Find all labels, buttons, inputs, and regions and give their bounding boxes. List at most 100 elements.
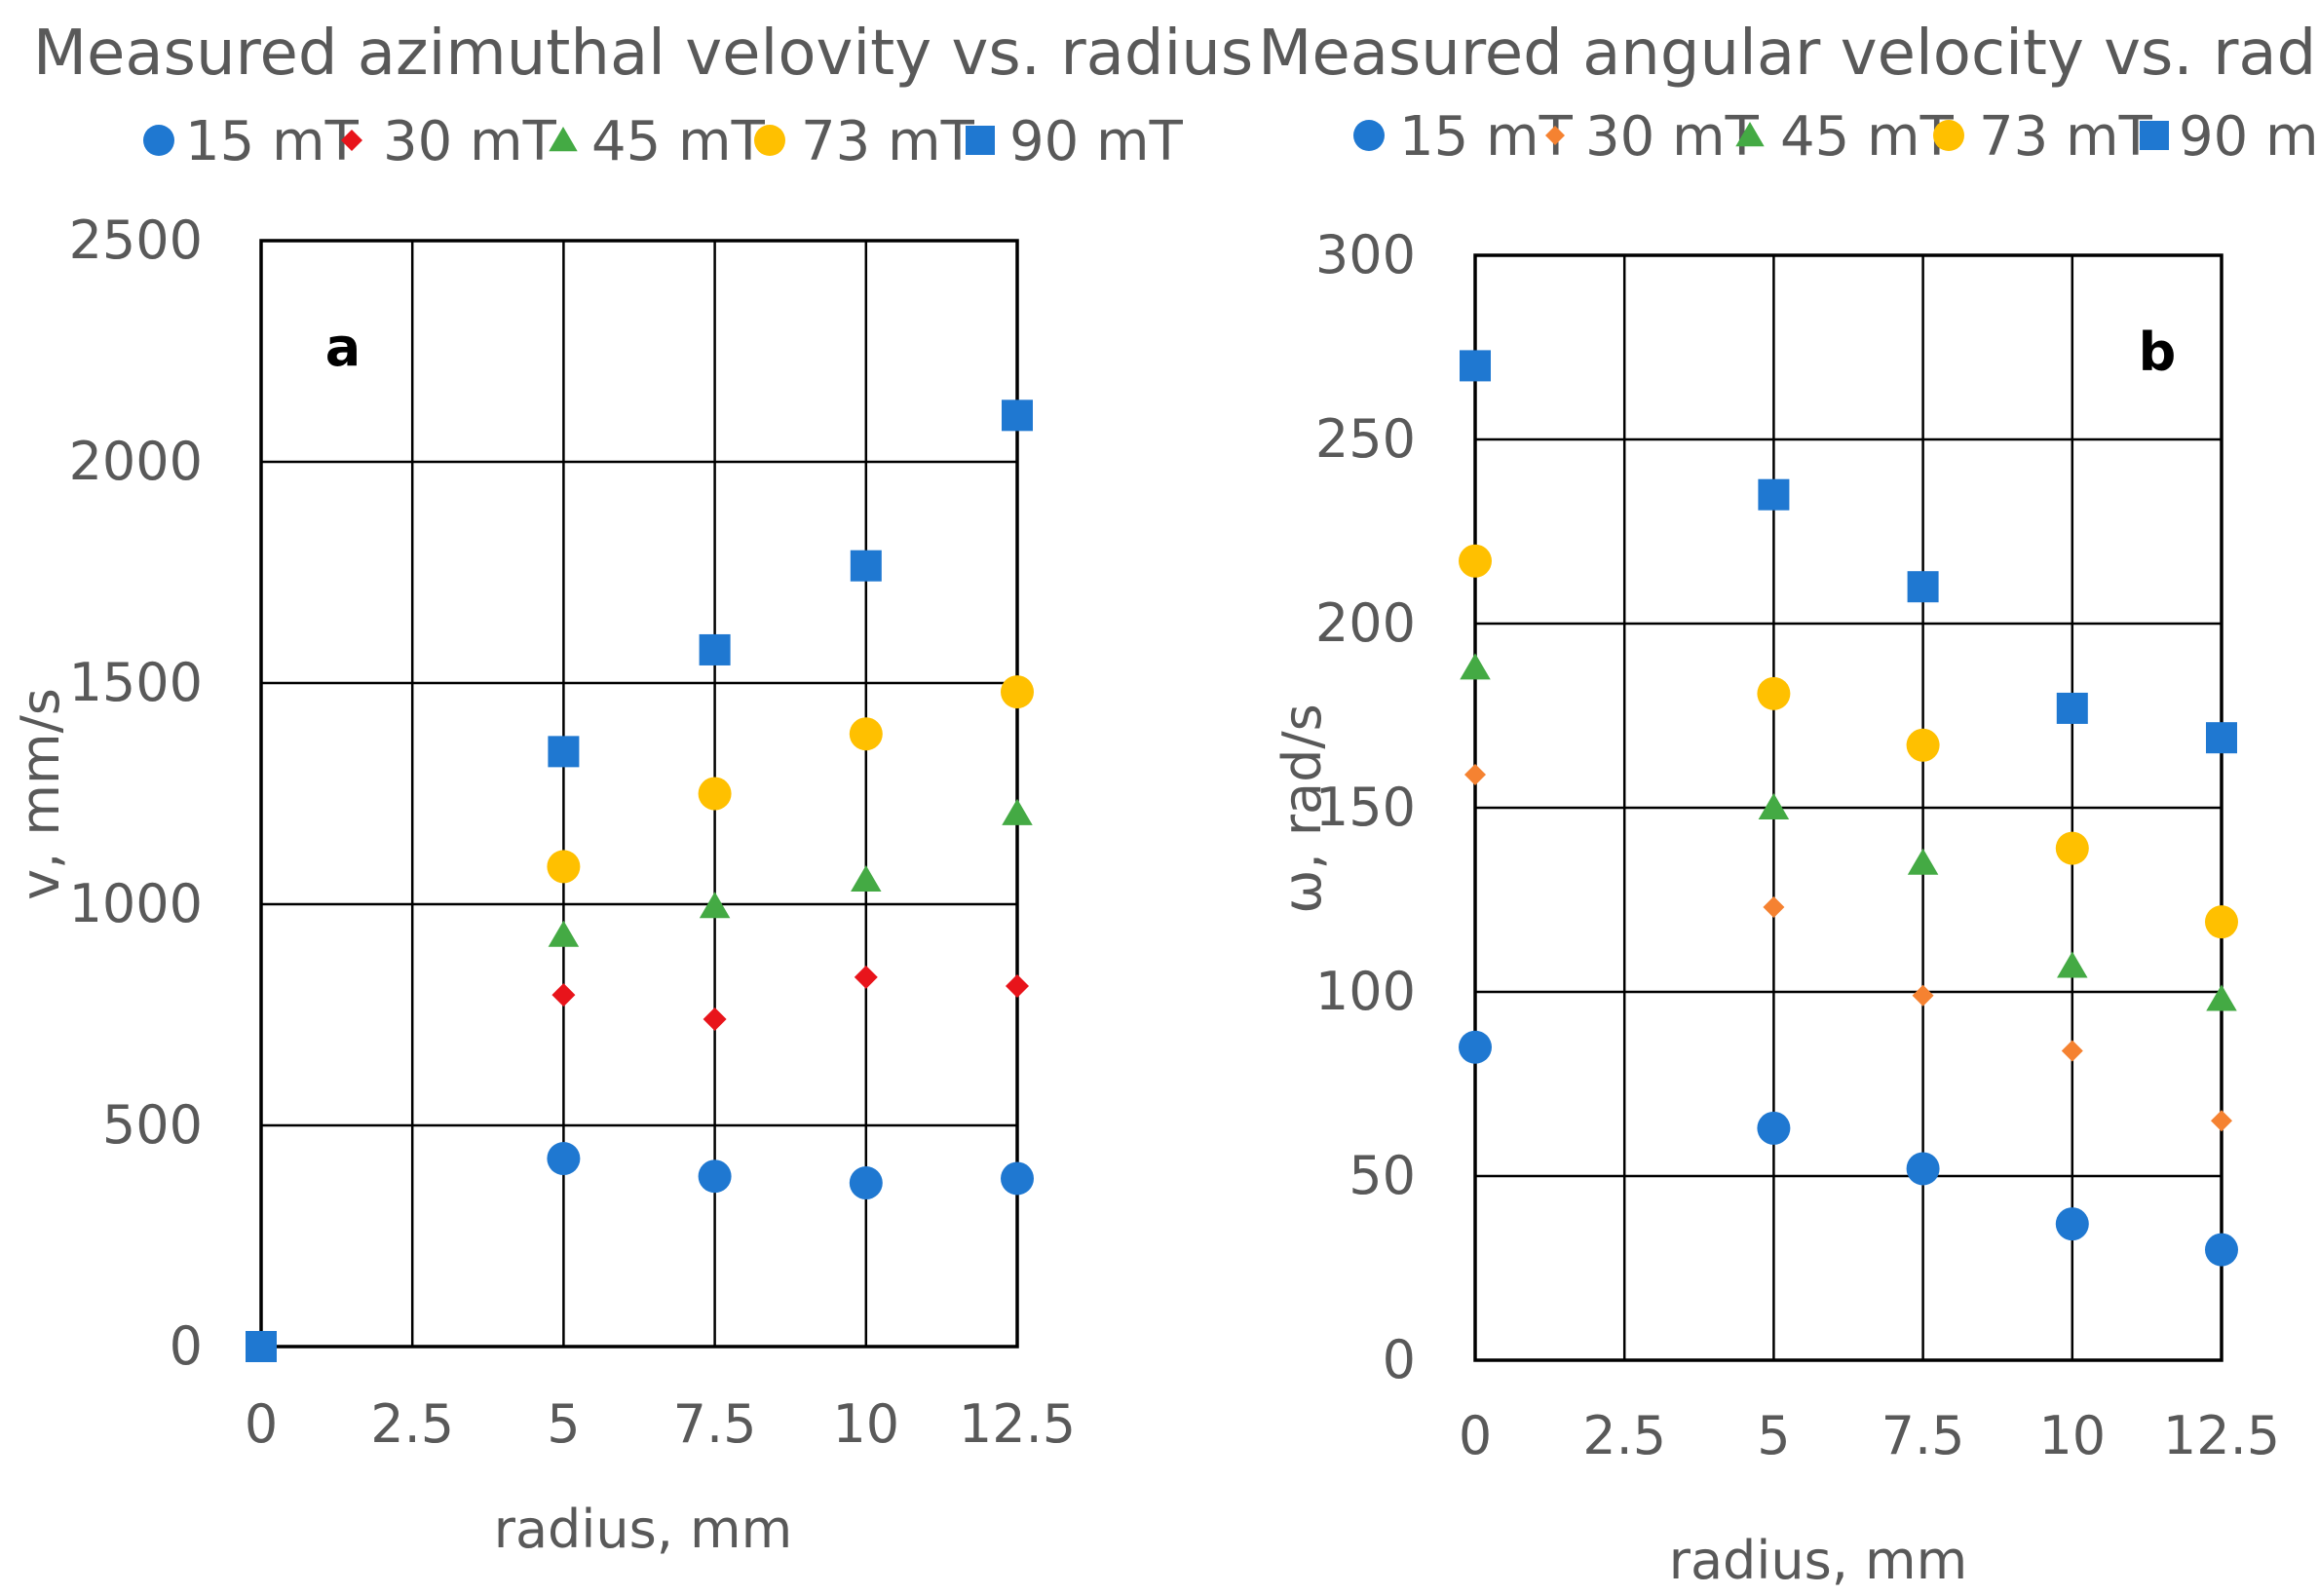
legend-entry: 73 mT xyxy=(1979,105,2153,169)
data-point xyxy=(1906,728,1940,762)
x-tick-label: 5 xyxy=(547,1393,580,1455)
data-point xyxy=(849,1166,883,1200)
data-point xyxy=(851,865,882,893)
x-tick-label: 12.5 xyxy=(2163,1405,2280,1466)
data-point xyxy=(246,1331,277,1362)
x-tick-label: 0 xyxy=(245,1393,278,1455)
x-tick-label: 2.5 xyxy=(370,1393,454,1455)
x-tick-label: 7.5 xyxy=(1881,1405,1965,1466)
legend-marker-square-icon xyxy=(2140,121,2169,150)
legend-entry: 90 mT xyxy=(2179,105,2318,169)
data-point xyxy=(699,633,731,665)
data-point xyxy=(850,550,882,582)
data-point xyxy=(1906,1152,1940,1186)
data-point xyxy=(2205,905,2238,939)
data-point xyxy=(2057,951,2088,978)
panel-letter: b xyxy=(2139,322,2177,383)
legend-marker-triangle-icon xyxy=(1735,122,1765,147)
data-point xyxy=(1460,350,1491,382)
data-point xyxy=(1006,973,1029,998)
data-point xyxy=(1001,1161,1034,1196)
legend-marker-diamond-icon xyxy=(1545,126,1565,145)
y-tick-label: 100 xyxy=(1315,961,1416,1022)
chart-title: Measured azimuthal velovity vs. radius xyxy=(33,18,1253,90)
y-axis-label: ω, rad/s xyxy=(1272,703,1333,913)
data-point xyxy=(1758,478,1790,511)
legend-entry: 90 mT xyxy=(1009,110,1184,173)
plot-area-frame xyxy=(259,239,1019,1349)
legend-marker-triangle-icon xyxy=(549,127,578,152)
data-point xyxy=(699,892,731,919)
data-point xyxy=(2055,831,2089,865)
data-point xyxy=(698,777,732,811)
x-tick-label: 2.5 xyxy=(1582,1405,1666,1466)
y-tick-label: 200 xyxy=(1315,592,1416,654)
legend-entry: 15 mT xyxy=(1399,105,1574,169)
x-tick-label: 0 xyxy=(1459,1405,1492,1466)
data-point xyxy=(849,717,883,751)
data-point xyxy=(2206,722,2237,754)
data-point xyxy=(547,850,581,884)
data-point xyxy=(1001,675,1034,709)
data-point xyxy=(854,965,878,989)
data-point xyxy=(548,736,580,768)
legend-marker-circle-icon xyxy=(754,125,785,156)
legend-entry: 30 mT xyxy=(1585,105,1760,169)
data-point xyxy=(2061,1040,2083,1062)
data-point xyxy=(1912,984,1934,1007)
y-tick-label: 150 xyxy=(1315,777,1416,838)
legend-marker-diamond-icon xyxy=(341,130,362,151)
y-tick-label: 250 xyxy=(1315,408,1416,470)
data-point xyxy=(1757,676,1791,710)
data-point xyxy=(1002,798,1033,825)
data-point xyxy=(2205,1233,2238,1267)
data-point xyxy=(698,1159,732,1194)
chart-title: Measured angular velocity vs. radius xyxy=(1258,18,2318,90)
data-point xyxy=(2211,1110,2232,1132)
data-point xyxy=(2056,692,2088,724)
legend-entry: 30 mT xyxy=(383,110,557,173)
data-point xyxy=(547,1142,581,1176)
x-axis-label: radius, mm xyxy=(494,1499,792,1560)
y-tick-label: 1000 xyxy=(69,873,203,934)
data-point xyxy=(1002,399,1033,432)
panel-b: Measured angular velocity vs. radius 15 m… xyxy=(1258,18,2318,1591)
y-tick-label: 0 xyxy=(1383,1329,1416,1390)
data-point xyxy=(551,983,576,1007)
legend-entry: 15 mT xyxy=(185,110,360,173)
y-tick-label: 500 xyxy=(102,1094,203,1156)
x-axis-label: radius, mm xyxy=(1669,1530,1967,1591)
y-tick-label: 0 xyxy=(170,1315,203,1377)
legend-marker-square-icon xyxy=(966,126,995,155)
panel-letter: a xyxy=(325,317,361,378)
y-tick-label: 2500 xyxy=(69,209,203,271)
legend-marker-circle-icon xyxy=(1933,120,1964,151)
data-point xyxy=(1460,653,1491,680)
data-point xyxy=(1464,763,1486,785)
panel-a: Measured azimuthal velovity vs. radius 15… xyxy=(10,18,1253,1560)
data-point xyxy=(1459,1030,1492,1064)
data-point xyxy=(1907,848,1939,875)
data-point xyxy=(2206,984,2237,1011)
x-tick-label: 5 xyxy=(1757,1405,1790,1466)
data-point xyxy=(2055,1207,2089,1241)
x-tick-label: 12.5 xyxy=(959,1393,1076,1455)
legend-entry: 45 mT xyxy=(591,110,766,173)
y-tick-label: 1500 xyxy=(69,652,203,713)
data-point xyxy=(1459,544,1492,578)
x-tick-label: 10 xyxy=(2038,1405,2106,1466)
legend-marker-circle-icon xyxy=(143,125,174,156)
data-point xyxy=(1907,571,1939,603)
y-tick-label: 50 xyxy=(1349,1145,1416,1206)
y-tick-label: 2000 xyxy=(69,431,203,492)
data-point xyxy=(1758,793,1790,819)
data-point xyxy=(703,1007,727,1032)
legend-entry: 73 mT xyxy=(801,110,975,173)
x-tick-label: 7.5 xyxy=(673,1393,757,1455)
data-point xyxy=(548,920,580,947)
plot-area-frame xyxy=(1473,253,2223,1362)
y-tick-label: 300 xyxy=(1315,224,1416,285)
legend-marker-circle-icon xyxy=(1353,120,1385,151)
legend-entry: 45 mT xyxy=(1780,105,1955,169)
